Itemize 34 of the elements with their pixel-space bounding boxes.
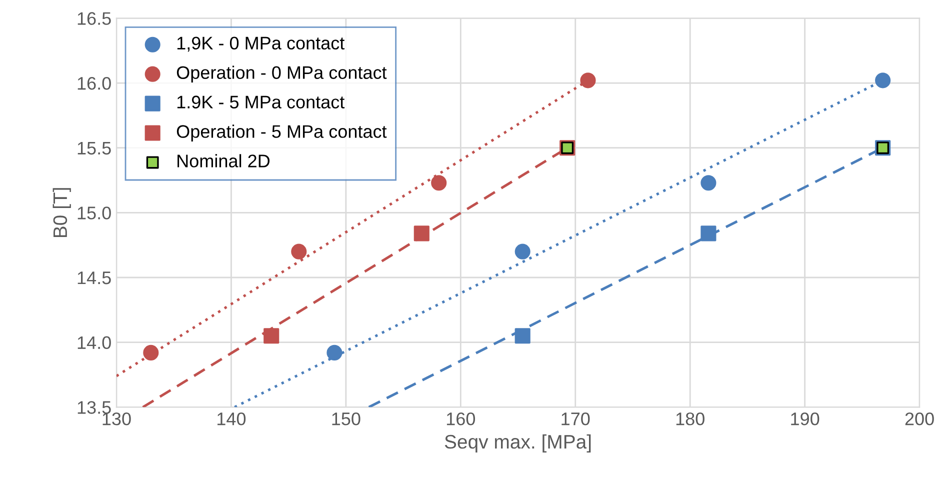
legend-label: 1,9K - 0 MPa contact <box>177 36 345 52</box>
x-tick-label: 200 <box>905 412 934 426</box>
point <box>700 226 716 242</box>
point <box>143 344 159 360</box>
legend-label: Operation - 0 MPa contact <box>176 66 387 83</box>
x-axis-title: Seqv max. [MPa] <box>444 434 591 453</box>
x-tick-label: 130 <box>102 412 131 426</box>
legend-label: Nominal 2D <box>178 154 270 168</box>
x-tick-label: 160 <box>446 412 476 426</box>
point <box>875 72 891 88</box>
point <box>264 328 280 344</box>
y-tick-label: 15.5 <box>78 142 111 155</box>
point <box>291 244 307 260</box>
point <box>326 344 342 360</box>
x-tick-label: 170 <box>562 412 590 426</box>
legend-label: 1.9K - 5 MPa contact <box>177 96 345 108</box>
y-tick-label: 16.5 <box>78 12 111 25</box>
y-tick-label: 14.0 <box>78 336 111 350</box>
y-tick-label: 16.0 <box>78 76 111 90</box>
legend-label: Operation - 5 MPa contact <box>176 124 387 142</box>
point <box>700 175 716 191</box>
x-tick-label: 150 <box>332 412 360 426</box>
point <box>514 244 530 260</box>
x-tick-label: 140 <box>218 412 246 426</box>
y-tick-label: 15.0 <box>78 206 111 220</box>
point <box>580 72 596 88</box>
point <box>431 175 447 191</box>
point <box>514 328 530 344</box>
x-tick-label: 190 <box>791 412 820 426</box>
y-tick-label: 14.5 <box>78 272 111 284</box>
y-axis-title: B0 [T] <box>52 188 71 238</box>
x-tick-label: 180 <box>676 412 704 426</box>
point <box>414 226 430 242</box>
y-tick-label: 13.5 <box>78 401 111 414</box>
